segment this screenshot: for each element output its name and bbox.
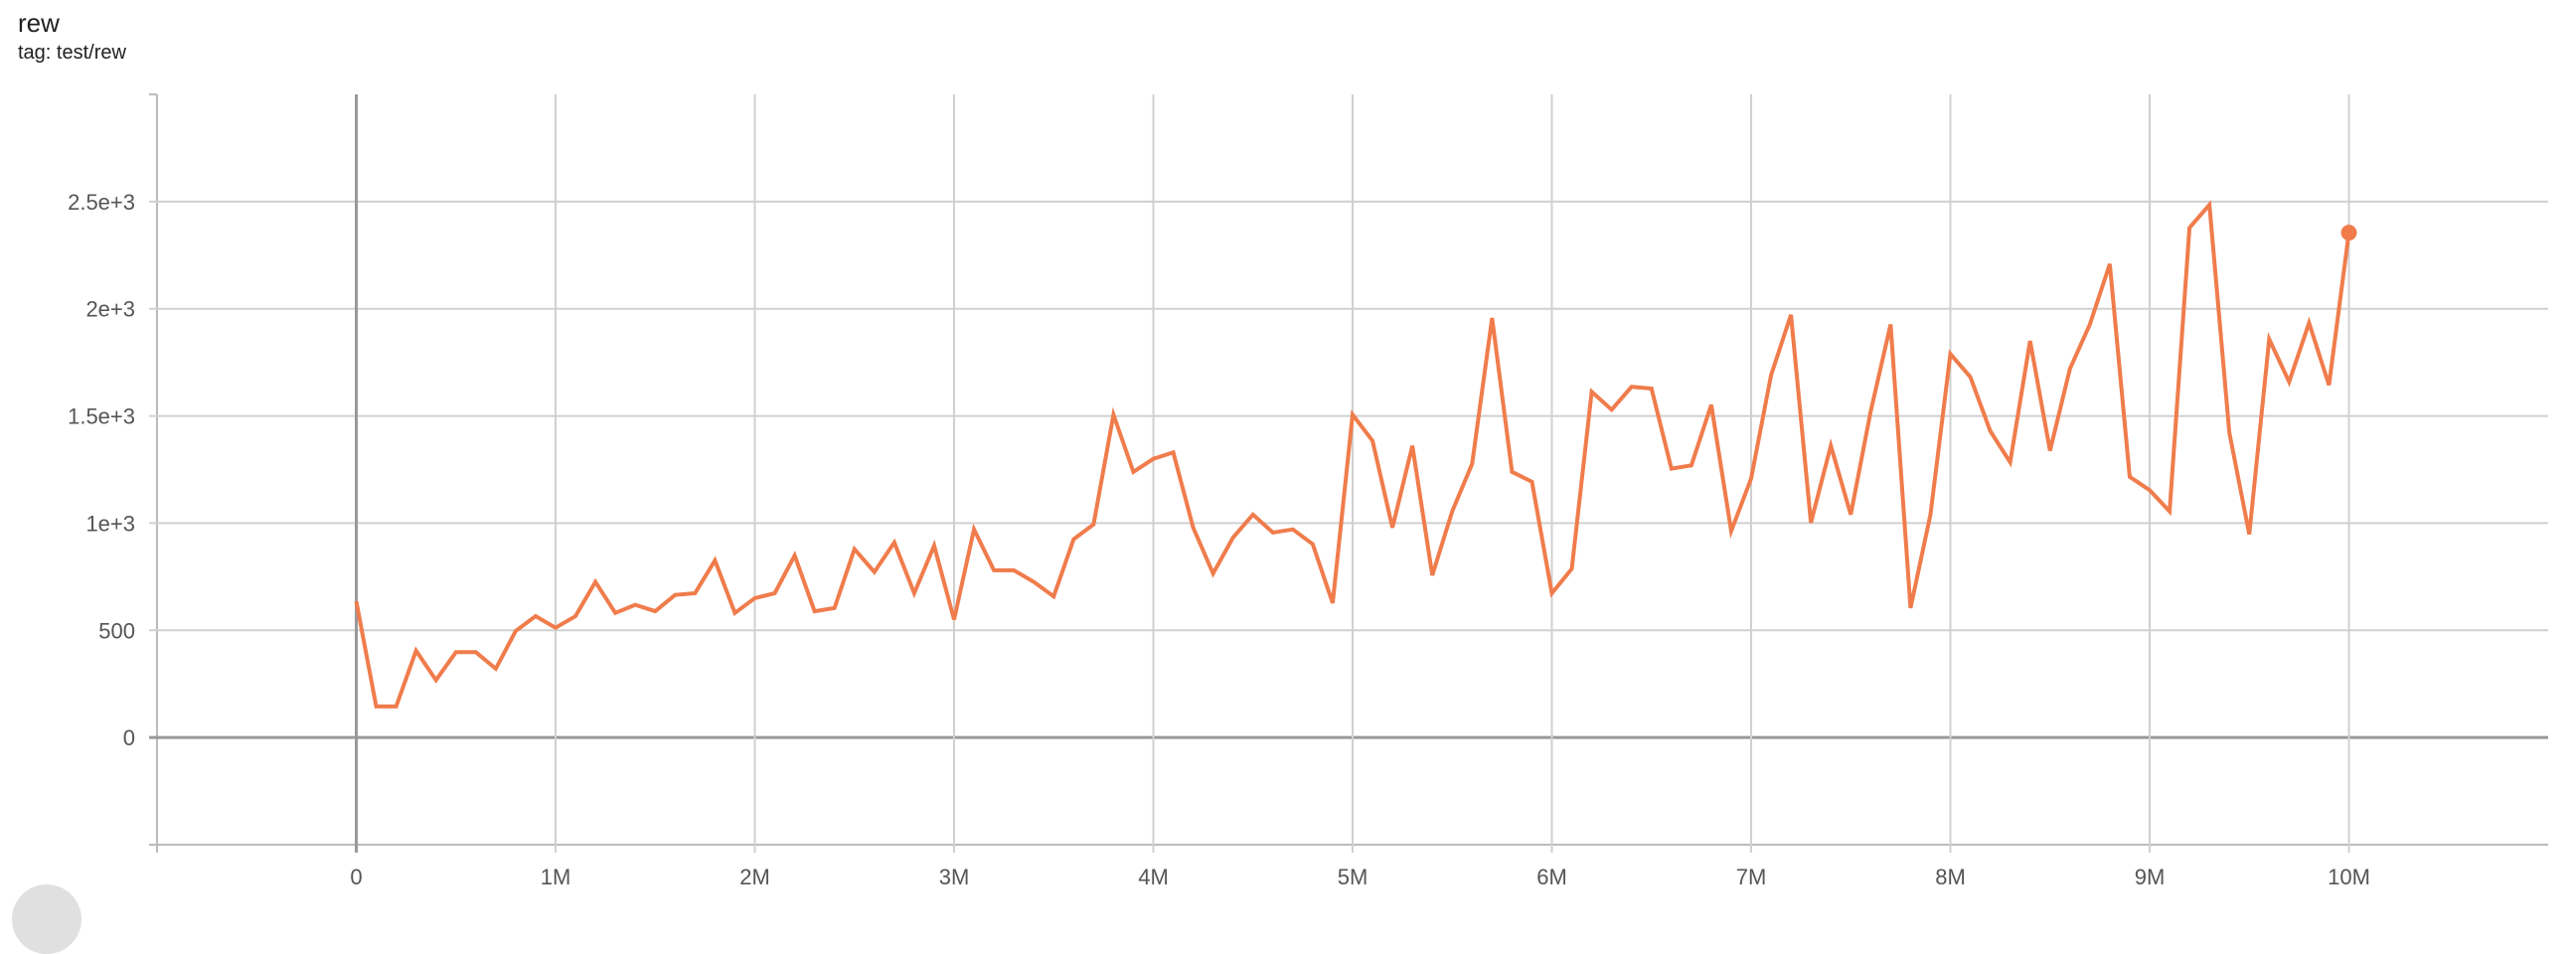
- x-tick-label: 9M: [2135, 865, 2166, 889]
- y-tick-label: 1.5e+3: [68, 404, 135, 429]
- series-line: [354, 200, 2351, 709]
- x-tick-label: 8M: [1935, 865, 1966, 889]
- y-tick-label: 500: [98, 618, 135, 643]
- x-tick-label: 3M: [939, 865, 970, 889]
- x-tick-label: 5M: [1338, 865, 1368, 889]
- x-tick-label: 7M: [1736, 865, 1767, 889]
- y-tick-label: 0: [123, 725, 135, 750]
- x-tick-label: 2M: [739, 865, 770, 889]
- x-tick-label: 0: [350, 865, 362, 889]
- expand-button[interactable]: [12, 884, 81, 954]
- y-tick-label: 2.5e+3: [68, 190, 135, 215]
- y-tick-label: 2e+3: [85, 297, 135, 322]
- data-point: [2340, 225, 2357, 241]
- line-chart[interactable]: 0 500 1e+3 1.5e+3 2e+3 2.5e+3 0 1M 2M 3M 4M 5M 6M 7M 8…: [0, 0, 2576, 898]
- x-tick-label: 10M: [2328, 865, 2370, 889]
- chart-tag: tag: test/rew: [18, 42, 126, 64]
- chart-title: rew: [18, 8, 60, 38]
- x-tick-label: 4M: [1138, 865, 1169, 889]
- x-tick-label: 6M: [1536, 865, 1567, 889]
- y-tick-label: 1e+3: [85, 511, 135, 536]
- x-tick-label: 1M: [541, 865, 571, 889]
